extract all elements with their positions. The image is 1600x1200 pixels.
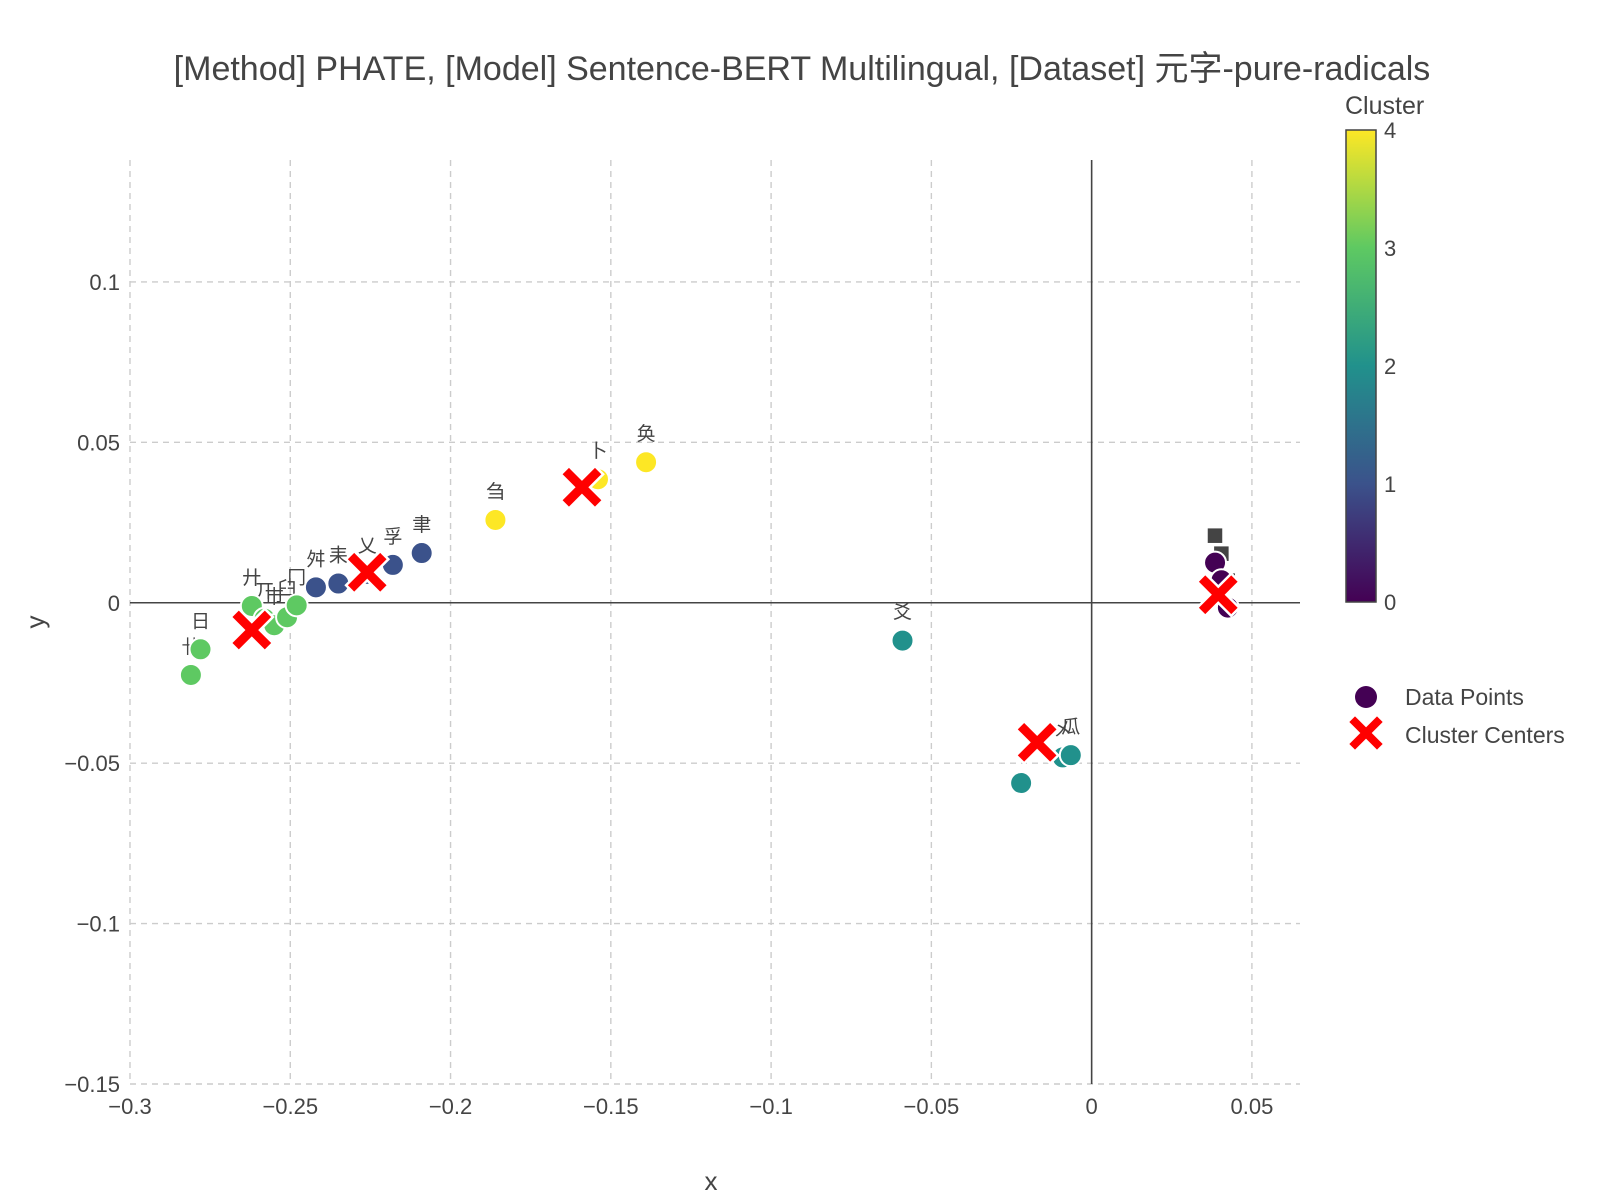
- colorbar-tick-label: 3: [1384, 236, 1396, 261]
- y-tick-labels: −0.15 −0.1 −0.05 0 0.05 0.1: [64, 270, 120, 1097]
- data-point: [303, 575, 328, 600]
- point-label: ■: [1206, 524, 1224, 546]
- legend-cluster-centers-label: Cluster Centers: [1405, 722, 1565, 748]
- cluster-center-marker: [1195, 571, 1242, 618]
- colorbar-tick-label: 0: [1384, 590, 1396, 615]
- point-label: 孚: [383, 526, 402, 548]
- data-point: [1009, 771, 1034, 796]
- point-label: 丌: [255, 580, 274, 602]
- data-point: [409, 541, 434, 566]
- zero-lines: [130, 160, 1300, 1084]
- cluster-center-marker: [559, 464, 605, 511]
- point-labels: 卄日廾丌巿臼冂舛耒乂孚聿刍卜奂爻㐅瓜■■■: [181, 423, 1236, 740]
- y-tick-label: 0.1: [89, 270, 120, 295]
- y-tick-label: −0.05: [64, 751, 120, 776]
- point-label: 奂: [637, 423, 656, 445]
- y-tick-label: −0.15: [64, 1072, 120, 1097]
- point-label: 巿: [265, 586, 284, 608]
- point-label: 耒: [329, 545, 348, 567]
- y-tick-label: −0.1: [77, 912, 120, 937]
- x-tick-label: −0.2: [429, 1094, 472, 1119]
- x-tick-label: −0.05: [904, 1094, 960, 1119]
- chart-title: [Method] PHATE, [Model] Sentence-BERT Mu…: [174, 50, 1431, 88]
- colorbar-tick-label: 4: [1384, 118, 1396, 143]
- data-point: [188, 637, 213, 662]
- x-tick-labels: −0.3 −0.25 −0.2 −0.15 −0.1 −0.05 0 0.05: [108, 1094, 1273, 1119]
- legend-data-points-marker: [1355, 686, 1377, 708]
- point-label: 廾: [242, 567, 261, 589]
- y-tick-label: 0: [108, 591, 120, 616]
- data-point: [178, 662, 203, 687]
- cluster-center-marker: [1014, 719, 1061, 766]
- cluster-centers: [228, 464, 1242, 766]
- data-point: [890, 628, 915, 653]
- data-point: [326, 571, 351, 596]
- point-label: 日: [191, 610, 210, 632]
- point-label: 聿: [412, 514, 431, 536]
- legend: Data Points Cluster Centers: [1349, 684, 1565, 750]
- x-tick-label: −0.3: [108, 1094, 151, 1119]
- x-tick-label: −0.15: [583, 1094, 639, 1119]
- colorbar-tick-label: 1: [1384, 472, 1396, 497]
- x-axis-title: x: [705, 1166, 718, 1196]
- data-point: [1058, 743, 1083, 768]
- y-tick-label: 0.05: [77, 430, 120, 455]
- point-label: 乂: [358, 535, 377, 557]
- point-label: 㐅: [1053, 718, 1072, 740]
- point-label: 冂: [287, 566, 306, 588]
- data-point: [483, 507, 508, 532]
- legend-data-points-label: Data Points: [1405, 684, 1524, 710]
- point-label: 刍: [486, 481, 505, 503]
- point-label: 卜: [588, 440, 607, 462]
- data-points: [178, 450, 1240, 796]
- colorbar-title: Cluster: [1345, 92, 1424, 120]
- x-tick-label: 0.05: [1231, 1094, 1274, 1119]
- legend-cluster-centers-marker: [1349, 716, 1383, 750]
- x-tick-label: −0.1: [749, 1094, 792, 1119]
- cluster-center-marker: [228, 607, 275, 653]
- data-point: [284, 593, 309, 618]
- colorbar: Cluster 0 1 2 3 4: [1345, 92, 1424, 615]
- point-label: 爻: [893, 602, 912, 624]
- point-label: 舛: [306, 548, 325, 570]
- colorbar-ticks: 0 1 2 3 4: [1384, 118, 1396, 615]
- y-axis-title: y: [20, 616, 50, 629]
- x-tick-label: 0: [1086, 1094, 1098, 1119]
- colorbar-tick-label: 2: [1384, 354, 1396, 379]
- x-tick-label: −0.25: [262, 1094, 318, 1119]
- grid-lines: [129, 160, 1300, 1085]
- cluster-center-marker: [344, 549, 391, 596]
- colorbar-gradient: [1345, 129, 1377, 603]
- data-point: [634, 450, 659, 475]
- point-label: 瓜: [1061, 716, 1080, 738]
